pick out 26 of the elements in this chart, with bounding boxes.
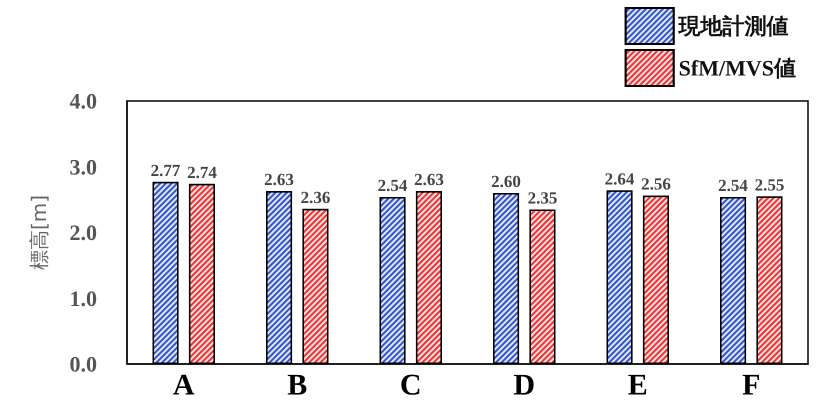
data-label: 2.56	[641, 174, 671, 194]
y-tick-label: 4.0	[70, 88, 97, 114]
data-label: 2.35	[528, 188, 558, 208]
data-label: 2.60	[491, 172, 521, 192]
legend-label: 現地計測値	[678, 14, 789, 38]
legend-label: SfM/MVS値	[678, 56, 796, 80]
data-label: 2.64	[604, 169, 635, 188]
data-label: 2.77	[150, 160, 181, 180]
data-label: 2.63	[414, 170, 444, 190]
data-label: 2.74	[187, 162, 218, 182]
y-tick-label: 1.0	[70, 286, 97, 311]
x-tick-label: D	[513, 368, 536, 401]
x-tick-label: F	[742, 368, 760, 401]
x-tick-label: B	[287, 368, 308, 401]
y-tick-label: 3.0	[70, 154, 97, 180]
data-label: 2.54	[378, 176, 408, 195]
x-tick-label: A	[172, 368, 195, 401]
x-tick-label: E	[628, 368, 648, 401]
x-tick-label: C	[400, 368, 422, 401]
data-label: 2.55	[754, 175, 784, 194]
data-label: 2.63	[264, 170, 294, 190]
y-tick-label: 2.0	[70, 220, 97, 245]
data-label: 2.36	[300, 188, 330, 207]
data-label: 2.54	[718, 176, 748, 195]
y-tick-label: 0.0	[70, 352, 97, 376]
y-axis-title: 標高[m]	[27, 194, 51, 270]
